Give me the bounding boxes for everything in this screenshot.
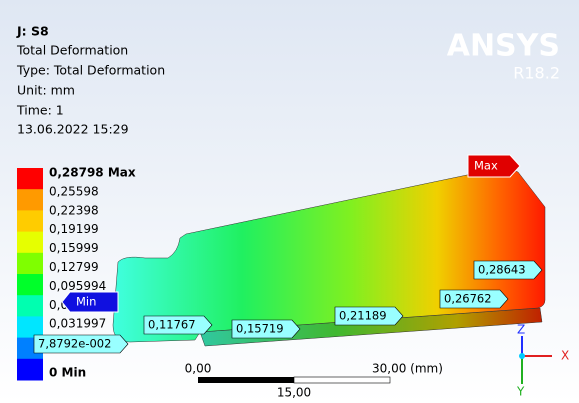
legend-band [17, 168, 43, 190]
legend-band [17, 210, 43, 232]
result-date: 13.06.2022 15:29 [17, 122, 129, 137]
probe-label: Max [474, 159, 498, 173]
legend-band [17, 274, 43, 296]
result-title: Total Deformation [16, 43, 128, 58]
legend-label: 0,12799 [49, 260, 99, 274]
scale-segment [198, 377, 294, 383]
probe: 0,26762 [440, 290, 508, 308]
legend-band [17, 359, 43, 381]
scale-label: 15,00 [277, 386, 311, 400]
legend-label: 0,031997 [49, 317, 106, 331]
probe-label: 0,15719 [236, 322, 284, 336]
probe-label: 0,28643 [478, 263, 526, 277]
page: J: S8 Total Deformation Type: Total Defo… [0, 0, 579, 403]
scale-segment [294, 377, 390, 383]
probe-label: 7,8792e-002 [38, 337, 111, 351]
probe-label: Min [76, 295, 96, 309]
probe: 7,8792e-002 [34, 335, 128, 353]
triad-x: X [561, 349, 569, 363]
legend-label: 0,28798 Max [49, 166, 136, 180]
probe: 0,28643 [474, 261, 542, 279]
result-id: J: S8 [16, 24, 49, 39]
legend-band [17, 189, 43, 211]
result-time: Time: 1 [16, 103, 64, 118]
legend-band [17, 232, 43, 254]
logo-version: R18.2 [513, 64, 560, 83]
probe-label: 0,11767 [148, 318, 196, 332]
scale-label: 0,00 [185, 362, 212, 376]
viewport: J: S8 Total Deformation Type: Total Defo… [0, 0, 579, 403]
probe-max: Max [468, 155, 520, 177]
legend-band [17, 253, 43, 275]
result-type: Type: Total Deformation [16, 63, 165, 78]
triad-z: Z [517, 323, 525, 337]
result-unit: Unit: mm [17, 83, 75, 98]
probe-label: 0,26762 [444, 292, 492, 306]
legend-band [17, 295, 43, 317]
legend-label: 0 Min [49, 366, 86, 380]
triad-origin [519, 353, 525, 359]
triad-y: Y [516, 385, 525, 399]
logo-name: ANSYS [447, 29, 560, 64]
legend-label: 0,095994 [49, 279, 106, 293]
legend-label: 0,15999 [49, 241, 99, 255]
probe: 0,21189 [335, 307, 403, 325]
legend-label: 0,19199 [49, 222, 99, 236]
scale-label: 30,00 (mm) [372, 362, 443, 376]
probe-min: Min [62, 292, 118, 312]
probe-label: 0,21189 [339, 309, 387, 323]
legend-label: 0,22398 [49, 203, 99, 217]
probe: 0,11767 [144, 316, 212, 334]
probe: 0,15719 [232, 320, 300, 338]
legend-label: 0,25598 [49, 184, 99, 198]
